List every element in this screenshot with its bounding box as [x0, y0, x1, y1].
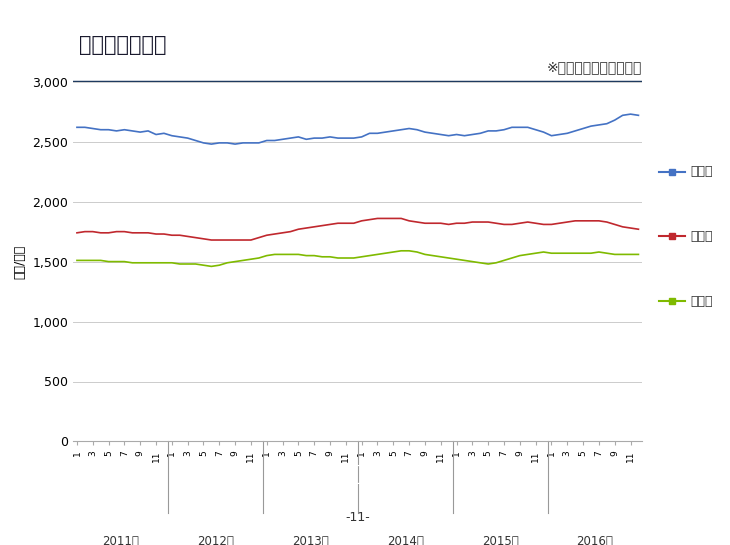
首都圏	[437, 131, 445, 138]
近畿圏	[468, 219, 477, 225]
首都圏	[72, 124, 81, 131]
近畿圏	[72, 229, 81, 236]
近畿圏	[404, 217, 413, 224]
中部圏	[602, 250, 611, 257]
首都圏	[397, 126, 406, 133]
Line: 中部圏: 中部圏	[77, 251, 639, 267]
首都圏	[626, 111, 635, 117]
Text: ※ファミリータイプのみ: ※ファミリータイプのみ	[547, 60, 642, 75]
中部圏	[72, 257, 81, 264]
Text: 2015年: 2015年	[482, 535, 518, 545]
首都圏	[152, 131, 161, 138]
中部圏	[207, 263, 216, 270]
中部圏	[468, 258, 477, 265]
Text: 賃料はブレが少ない: 賃料はブレが少ない	[301, 464, 414, 484]
Line: 近畿圏: 近畿圏	[77, 219, 639, 240]
近畿圏	[634, 226, 643, 233]
Text: 2012年: 2012年	[197, 535, 234, 545]
中部圏	[270, 251, 279, 258]
近畿圏	[445, 221, 453, 228]
首都圏	[207, 141, 216, 147]
Text: 賃貸経営の実態: 賃貸経営の実態	[79, 35, 166, 56]
Text: 2014年: 2014年	[387, 535, 423, 545]
Text: -11-: -11-	[345, 511, 370, 524]
Text: 中部圏: 中部圏	[691, 295, 713, 308]
中部圏	[152, 259, 161, 266]
近畿圏	[270, 231, 279, 237]
中部圏	[634, 251, 643, 258]
近畿圏	[602, 219, 611, 225]
Text: 2013年: 2013年	[292, 535, 328, 545]
Text: 2016年: 2016年	[577, 535, 613, 545]
Text: 首都圏: 首都圏	[691, 165, 713, 178]
中部圏	[445, 255, 453, 261]
近畿圏	[373, 215, 382, 222]
中部圏	[397, 247, 406, 254]
首都圏	[634, 112, 643, 119]
Line: 首都圏: 首都圏	[77, 114, 639, 144]
Text: 2011年: 2011年	[102, 535, 139, 545]
首都圏	[270, 137, 279, 144]
首都圏	[594, 122, 603, 128]
首都圏	[460, 132, 469, 139]
Y-axis label: （円/㎡）: （円/㎡）	[14, 245, 27, 278]
Text: 近畿圏: 近畿圏	[691, 230, 713, 243]
近畿圏	[152, 231, 161, 237]
中部圏	[404, 247, 413, 254]
近畿圏	[207, 237, 216, 243]
